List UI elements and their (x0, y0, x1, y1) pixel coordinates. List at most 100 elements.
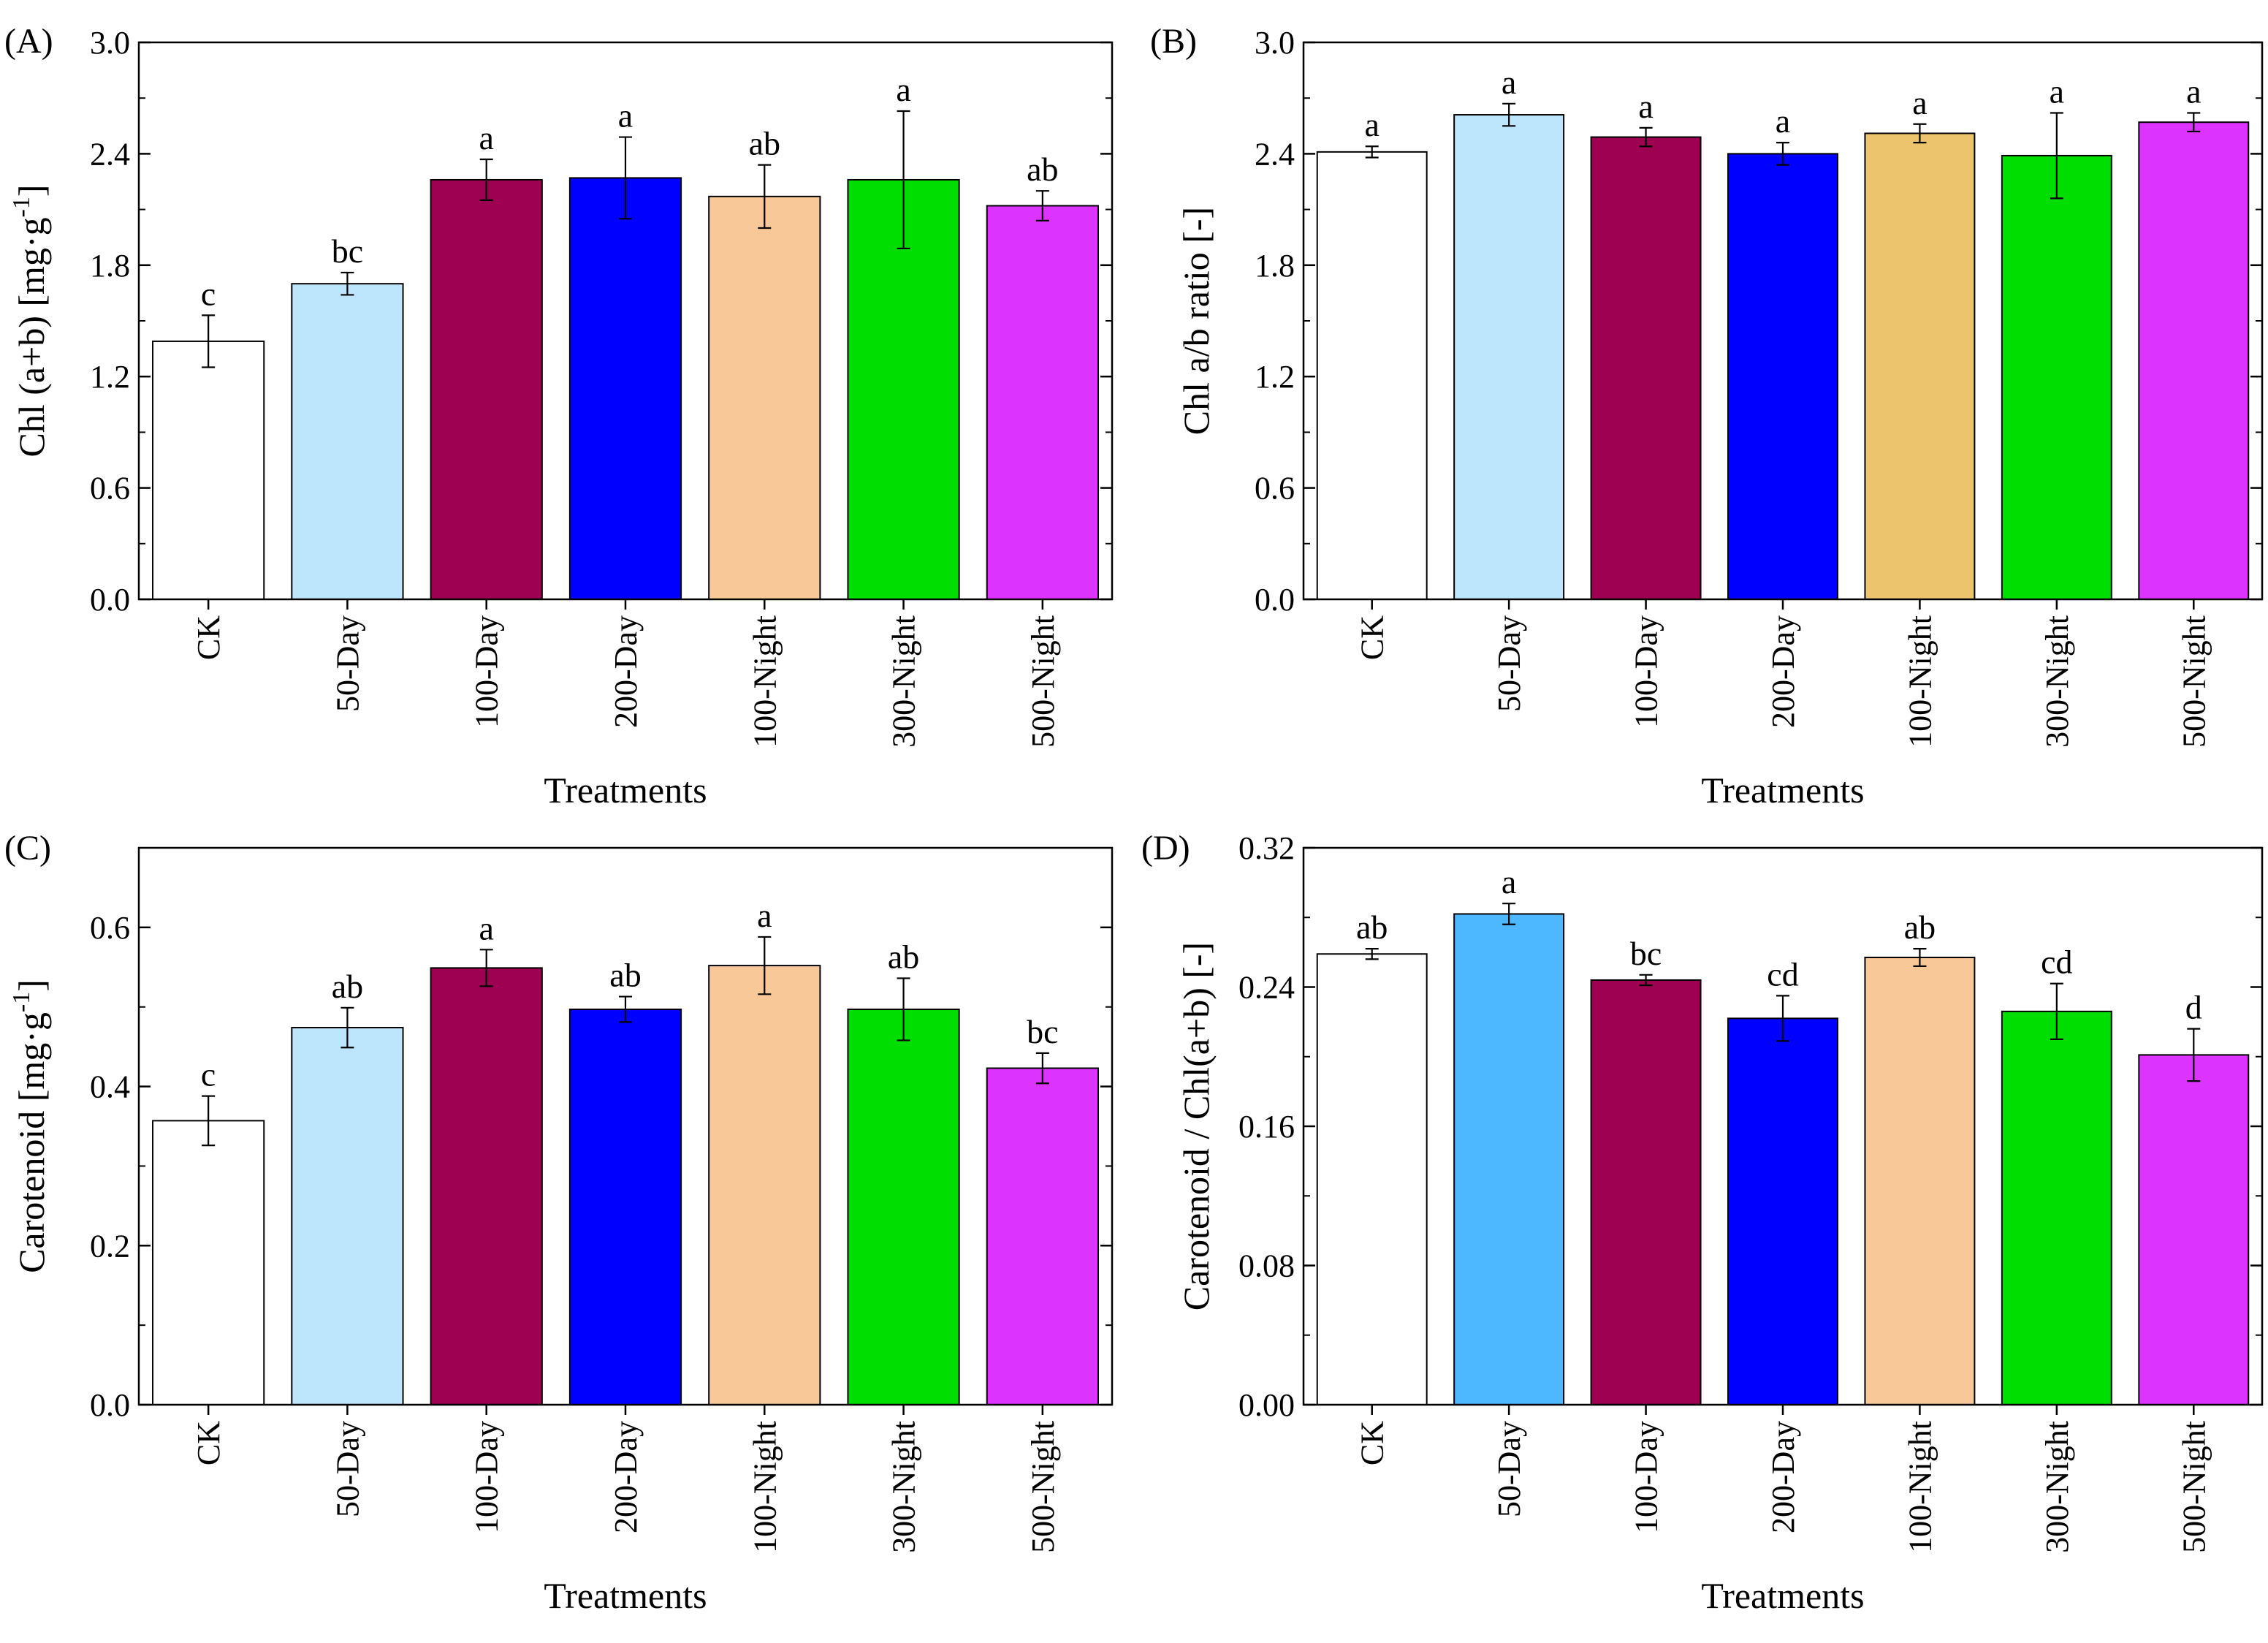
significance-letter: bc (1630, 935, 1662, 972)
x-tick-label: 200-Day (1765, 615, 1801, 728)
bar (1864, 957, 1976, 1406)
chart-panel-D: ab a bc cd ab cd d 0.00 0.08 0.16 0.24 0.32 CK 50-Day… (1141, 829, 2264, 1616)
y-tick-label: 1.8 (1255, 248, 1295, 284)
significance-letter: bc (1027, 1013, 1058, 1050)
error-bar (479, 949, 493, 987)
x-tick-label: 300-Night (886, 615, 922, 748)
error-bar (2050, 112, 2063, 200)
y-tick-label: 0.0 (90, 582, 130, 618)
significance-letter: a (1776, 102, 1790, 140)
y-tick-label: 0.08 (1238, 1248, 1295, 1284)
significance-letter: cd (1767, 955, 1798, 993)
bar (2001, 1010, 2112, 1405)
x-axis-title: Treatments (544, 1575, 707, 1616)
significance-letter: a (2186, 73, 2201, 110)
y-axis-title: Chl (a+b) [mg·g-1] (8, 184, 52, 457)
y-tick-label: 0.4 (90, 1069, 130, 1105)
bar (1727, 1017, 1838, 1406)
y-tick-label: 1.2 (90, 359, 130, 395)
bar (568, 177, 682, 601)
y-tick-label: 0.6 (1255, 471, 1295, 506)
panel-label: (B) (1150, 22, 1197, 61)
panel-label: (D) (1141, 829, 1190, 868)
y-tick-label: 0.16 (1238, 1109, 1295, 1145)
error-bar (1776, 995, 1789, 1042)
error-bar (1502, 102, 1516, 127)
error-bar (202, 314, 216, 368)
x-tick-label: 300-Night (886, 1421, 922, 1553)
y-axis-title-main: Carotenoid / Chl(a+b) [-] (1176, 942, 1217, 1310)
x-tick-label: 50-Day (330, 615, 365, 712)
significance-letter: a (1638, 88, 1653, 125)
y-tick-label: 0.32 (1238, 830, 1295, 866)
y-axis-title-main: Carotenoid [mg·g (11, 1012, 52, 1273)
error-bar (758, 936, 772, 995)
bar (152, 340, 265, 600)
significance-letter: a (1912, 84, 1927, 121)
error-bar (479, 158, 493, 201)
error-bar (1776, 142, 1789, 166)
significance-letter: cd (2041, 944, 2072, 981)
error-bar (1913, 123, 1927, 144)
error-bar (202, 1095, 216, 1147)
x-tick-label: 100-Night (1902, 615, 1938, 748)
bar (1453, 913, 1565, 1406)
y-tick-label: 0.6 (90, 910, 130, 946)
panel-label: (C) (4, 829, 51, 868)
significance-letter: ab (749, 125, 780, 162)
y-axis-title-superscript: -1 (8, 992, 35, 1012)
significance-letter: a (618, 97, 633, 134)
y-tick-label: 0.24 (1238, 970, 1295, 1006)
x-tick-label: 100-Night (747, 615, 783, 748)
error-bar (1035, 1052, 1049, 1085)
x-axis-title: Treatments (1701, 770, 1864, 811)
significance-letter: a (896, 71, 910, 108)
significance-letter: a (1502, 863, 1516, 900)
significance-letter: c (201, 275, 216, 312)
y-tick-label: 3.0 (1255, 25, 1295, 61)
bar (1864, 132, 1976, 600)
x-tick-label: 500-Night (1025, 615, 1061, 748)
bar (1590, 136, 1702, 601)
x-tick-label: 500-Night (2176, 615, 2212, 748)
significance-letter: d (2185, 989, 2202, 1026)
x-tick-label: 200-Day (608, 1421, 644, 1533)
y-axis-title: Carotenoid / Chl(a+b) [-] (1176, 942, 1217, 1310)
significance-letter: c (201, 1056, 216, 1093)
bar (986, 205, 1099, 600)
error-bar (897, 110, 910, 250)
bar (847, 178, 960, 600)
chart-panel-B: a a a a a a a 0.0 0.6 1.2 1.8 2.4 3.0 CK 50-Day 100-Day… (1150, 22, 2264, 811)
x-tick-label: 100-Night (747, 1421, 783, 1553)
x-axis-title: Treatments (1701, 1575, 1864, 1616)
y-tick-label: 2.4 (90, 136, 130, 172)
bar (291, 1027, 404, 1405)
y-axis-title: Carotenoid [mg·g-1] (8, 979, 52, 1273)
error-bar (1035, 190, 1049, 221)
significance-letter: a (757, 897, 772, 934)
bar (291, 283, 404, 600)
x-tick-label: 50-Day (330, 1421, 365, 1517)
y-tick-label: 0.0 (1255, 582, 1295, 618)
y-tick-label: 0.00 (1238, 1387, 1295, 1423)
y-tick-label: 2.4 (1255, 136, 1295, 172)
x-tick-label: CK (1355, 1421, 1390, 1465)
y-axis-title-main: Chl a/b ratio [-] (1176, 207, 1217, 435)
error-bar (340, 1006, 354, 1049)
panel-label: (A) (4, 22, 53, 61)
error-bar (340, 271, 354, 296)
bar (430, 178, 543, 600)
y-tick-label: 0.6 (90, 471, 130, 506)
y-tick-label: 0.0 (90, 1387, 130, 1423)
significance-letter: a (2050, 73, 2064, 110)
error-bar (1639, 974, 1653, 987)
x-tick-label: 300-Night (2039, 615, 2075, 748)
y-axis-title: Chl a/b ratio [-] (1176, 207, 1217, 435)
error-bar (2050, 982, 2063, 1041)
y-axis-title-suffix: ] (11, 979, 52, 992)
bar (986, 1067, 1099, 1406)
error-bar (1913, 948, 1927, 968)
error-bar (1365, 145, 1379, 159)
x-tick-label: 100-Night (1902, 1421, 1938, 1553)
